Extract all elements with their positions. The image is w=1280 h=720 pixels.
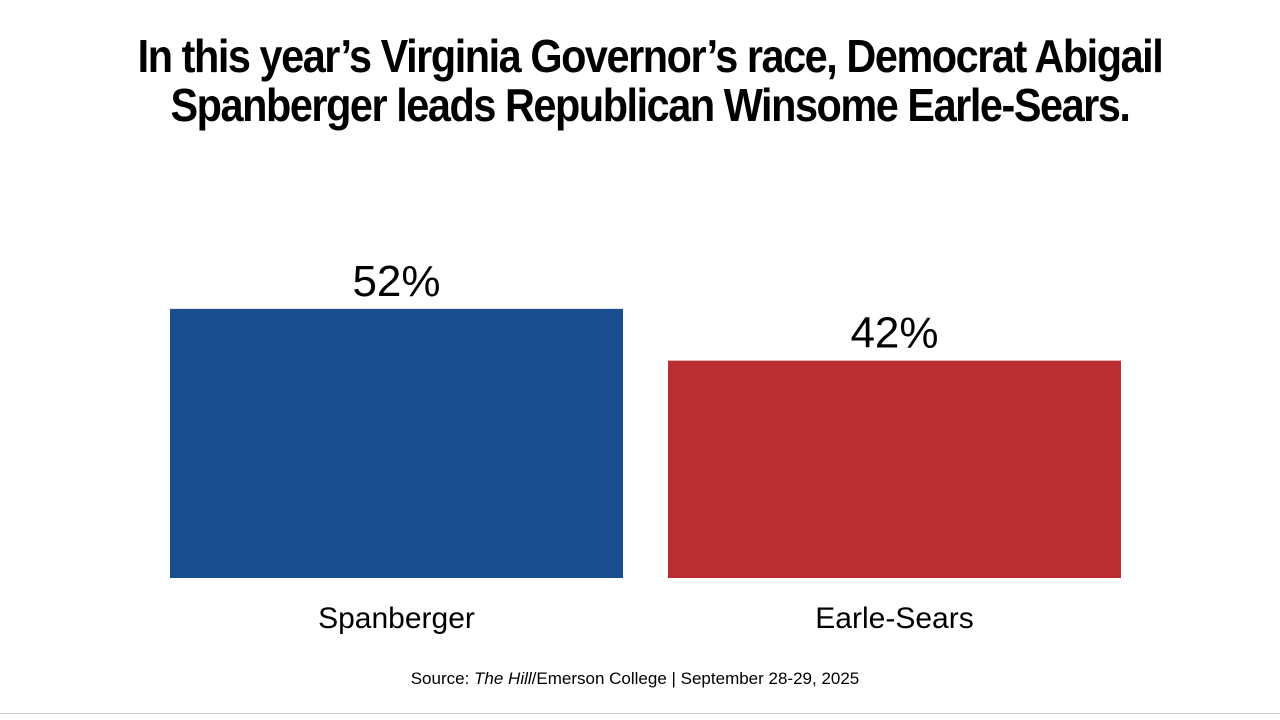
source-prefix: Source: [410, 669, 475, 688]
value-label-earle-sears: 42% [850, 309, 938, 358]
source-note: Source: The Hill/Emerson College | Septe… [0, 668, 1270, 690]
bar-spanberger [170, 308, 623, 578]
chart-title-line-2: Spanberger leads Republican Winsome Earl… [170, 79, 1131, 131]
category-label-earle-sears: Earle-Sears [815, 602, 973, 635]
category-label-spanberger: Spanberger [318, 602, 475, 635]
bars-group [170, 308, 1121, 578]
value-labels-group: 52% 42% [352, 257, 938, 358]
bar-earle-sears [668, 360, 1121, 578]
chart-title-line-1: In this year’s Virginia Governor’s race,… [137, 30, 1164, 82]
bottom-divider [0, 713, 1280, 714]
value-label-spanberger: 52% [352, 257, 440, 306]
source-publication: The Hill [474, 669, 532, 688]
chart-title: In this year’s Virginia Governor’s race,… [65, 32, 1235, 130]
category-labels-group: Spanberger Earle-Sears [318, 602, 974, 635]
source-rest: /Emerson College | September 28-29, 2025 [531, 669, 860, 688]
